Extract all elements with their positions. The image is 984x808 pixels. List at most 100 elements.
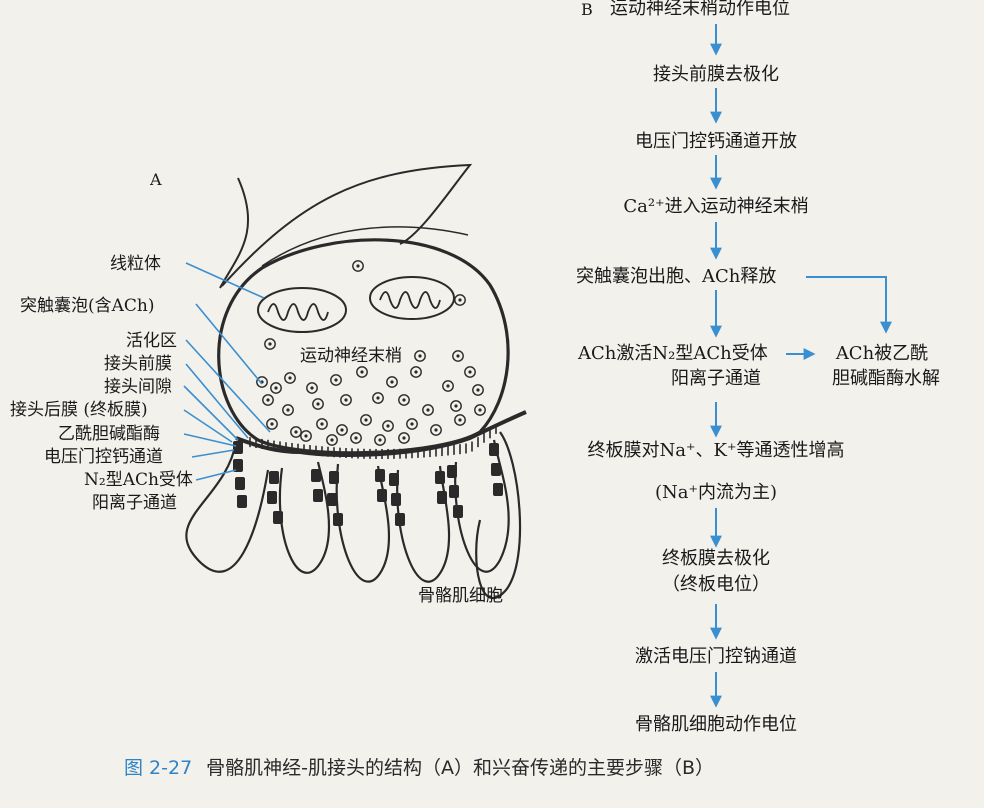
step-ach-activates-receptor: ACh激活N₂型ACh受体 xyxy=(578,343,768,364)
receptor-block xyxy=(453,505,463,518)
receptor-block xyxy=(489,443,499,456)
vesicle xyxy=(262,394,274,406)
step-cation-channel: 阳离子通道 xyxy=(671,368,761,389)
label-muscle-cell: 骨骼肌细胞 xyxy=(418,586,503,606)
vesicle xyxy=(430,424,442,436)
receptor-block xyxy=(269,471,279,484)
step-prejunctional-depol: 接头前膜去极化 xyxy=(653,64,779,85)
vesicle xyxy=(340,394,352,406)
receptor-block xyxy=(435,471,445,484)
axon-line xyxy=(261,226,469,267)
vesicle xyxy=(454,414,466,426)
vesicle xyxy=(350,432,362,444)
vesicle xyxy=(414,350,426,362)
vesicle xyxy=(406,418,418,430)
schwann-sheath-outer xyxy=(219,177,249,289)
vesicle xyxy=(442,380,454,392)
arrow-branch xyxy=(806,276,892,334)
synaptic-vesicles xyxy=(256,260,486,446)
receptor-block xyxy=(389,473,399,486)
step-na-channel-activation: 激活电压门控钠通道 xyxy=(635,646,797,667)
vesicle xyxy=(312,398,324,410)
step-muscle-ap: 骨骼肌细胞动作电位 xyxy=(635,714,797,735)
receptor-block xyxy=(273,511,283,524)
vesicle xyxy=(474,404,486,416)
receptor-block xyxy=(235,477,245,490)
vesicle xyxy=(266,418,278,430)
label-n2-receptor: N₂型ACh受体 xyxy=(84,470,193,490)
mitochondrion-left xyxy=(257,287,347,333)
receptor-block xyxy=(233,459,243,472)
vesicle xyxy=(398,394,410,406)
figure-caption: 图 2-27 骨骼肌神经-肌接头的结构（A）和兴奋传递的主要步骤（B） xyxy=(124,756,714,780)
step-endplate-potential: （终板电位） xyxy=(662,574,770,595)
active-zone-ticks xyxy=(249,423,497,459)
vesicle xyxy=(356,366,368,378)
receptor-block xyxy=(311,469,321,482)
receptor-block xyxy=(333,513,343,526)
label-active-zone: 活化区 xyxy=(126,331,177,351)
receptor-channels xyxy=(233,441,503,526)
panel-b-letter: B xyxy=(581,0,593,19)
receptor-block xyxy=(377,489,387,502)
vesicle xyxy=(284,372,296,384)
vesicle xyxy=(410,366,422,378)
vesicle xyxy=(450,400,462,412)
vesicle xyxy=(282,404,294,416)
receptor-block xyxy=(375,469,385,482)
vesicle xyxy=(264,338,276,350)
schwann-sheath-cap xyxy=(221,163,473,287)
receptor-block xyxy=(329,471,339,484)
label-synaptic-cleft: 接头间隙 xyxy=(104,377,172,397)
step-ach-release: 突触囊泡出胞、ACh释放 xyxy=(576,266,777,287)
step-motor-ap: 运动神经末梢动作电位 xyxy=(610,0,790,19)
step-endplate-depol: 终板膜去极化 xyxy=(662,548,770,569)
figure-number: 图 2-27 xyxy=(124,757,193,779)
panel-a-letter: A xyxy=(150,170,162,189)
vesicle xyxy=(336,424,348,436)
step-ach-hydrolysis-1: ACh被乙酰 xyxy=(835,343,929,364)
receptor-block xyxy=(391,493,401,506)
step-na-influx: (Na⁺内流为主) xyxy=(654,482,778,503)
receptor-block xyxy=(267,491,277,504)
vesicle xyxy=(454,294,466,306)
label-cation-channel: 阳离子通道 xyxy=(92,493,177,513)
receptor-block xyxy=(395,513,405,526)
vesicle xyxy=(300,430,312,442)
step-permeability-increase: 终板膜对Na⁺、K⁺等通透性增高 xyxy=(587,440,845,461)
vesicle xyxy=(398,432,410,444)
vesicle xyxy=(422,404,434,416)
vesicle xyxy=(360,414,372,426)
vesicle xyxy=(290,426,302,438)
vesicle xyxy=(472,384,484,396)
mitochondrion-right xyxy=(369,276,455,320)
receptor-block xyxy=(237,495,247,508)
label-mitochondrion: 线粒体 xyxy=(110,254,161,274)
label-leader-lines xyxy=(183,262,271,481)
receptor-block xyxy=(491,463,501,476)
vesicle xyxy=(352,260,364,272)
vesicle xyxy=(306,382,318,394)
label-calcium-channel: 电压门控钙通道 xyxy=(44,447,163,467)
label-endplate-membrane: 接头后膜 (终板膜) xyxy=(10,400,148,420)
receptor-block xyxy=(449,485,459,498)
vesicle xyxy=(386,376,398,388)
step-ca-channel-open: 电压门控钙通道开放 xyxy=(635,131,797,152)
vesicle xyxy=(452,350,464,362)
label-presynaptic-membrane: 接头前膜 xyxy=(104,354,172,374)
step-ca-influx: Ca²⁺进入运动神经末梢 xyxy=(623,196,809,217)
vesicle xyxy=(382,420,394,432)
label-nerve-terminal: 运动神经末梢 xyxy=(300,346,402,366)
vesicle xyxy=(326,434,338,446)
vesicle xyxy=(270,382,282,394)
step-ach-hydrolysis-2: 胆碱酯酶水解 xyxy=(832,368,940,389)
vesicle xyxy=(316,418,328,430)
receptor-block xyxy=(327,493,337,506)
label-synaptic-vesicle: 突触囊泡(含ACh) xyxy=(20,296,155,316)
receptor-block xyxy=(233,441,243,454)
vesicle xyxy=(372,392,384,404)
vesicle xyxy=(330,374,342,386)
